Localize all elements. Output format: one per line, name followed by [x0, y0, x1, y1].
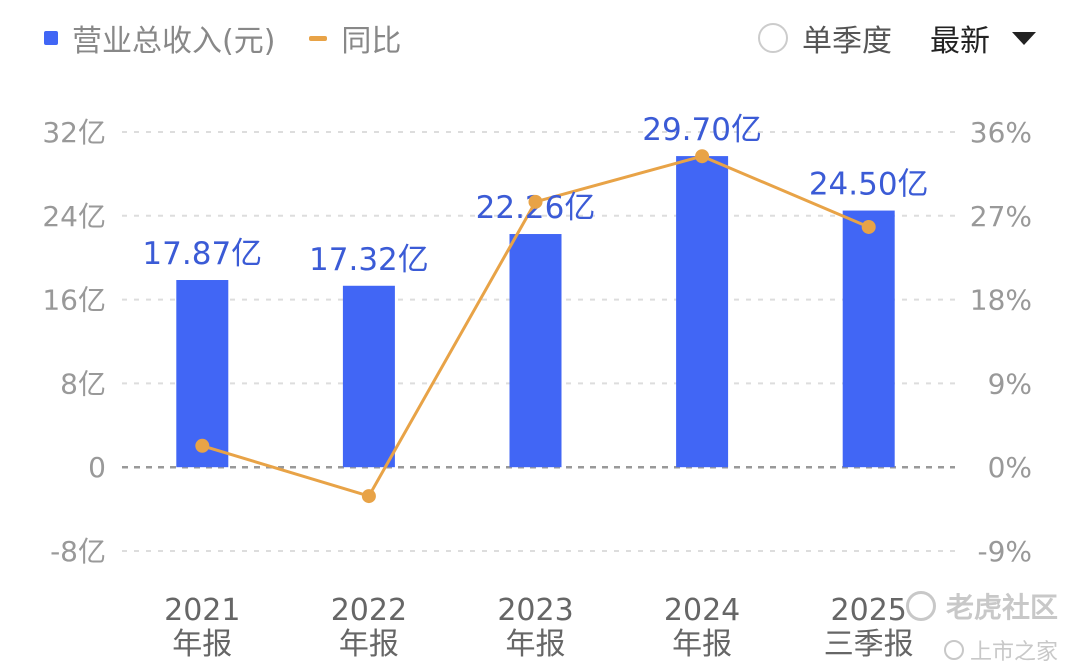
x-axis-year-label: 2024: [664, 593, 740, 628]
yoy-point: [195, 438, 210, 453]
single-quarter-radio[interactable]: 单季度: [758, 16, 892, 60]
revenue-bar: [676, 156, 729, 468]
right-axis-tick-label: -9%: [977, 535, 1032, 568]
period-dropdown[interactable]: 最新: [930, 16, 1036, 60]
legend-yoy-label: 同比: [341, 24, 402, 59]
right-axis-tick-label: 0%: [988, 451, 1032, 484]
left-axis-tick-label: -8亿: [50, 535, 106, 568]
bar-value-label: 24.50亿: [809, 167, 929, 203]
chevron-down-icon: [1012, 31, 1036, 45]
right-axis-tick-label: 18%: [970, 284, 1032, 317]
left-axis-tick-label: 16亿: [42, 284, 106, 317]
x-axis-period-label: 年报: [339, 627, 399, 662]
watermark-text: 老虎社区: [945, 591, 1058, 624]
radio-circle-icon[interactable]: [758, 23, 788, 53]
x-axis-period-label: 三季报: [824, 627, 914, 662]
yoy-point: [528, 194, 543, 209]
left-axis-tick-label: 24亿: [42, 200, 106, 233]
legend: 营业总收入(元) 同比: [44, 16, 435, 60]
period-dropdown-label: 最新: [930, 24, 990, 59]
right-axis-tick-label: 27%: [970, 200, 1032, 233]
x-axis-period-label: 年报: [672, 627, 732, 662]
yoy-point: [361, 489, 376, 504]
watermark: 老虎社区: [905, 586, 1058, 626]
single-quarter-label: 单季度: [802, 24, 892, 59]
left-axis-tick-label: 0: [88, 451, 106, 484]
revenue-bar: [509, 234, 562, 468]
revenue-bar: [842, 210, 895, 468]
watermark-secondary-text: 上市之家: [969, 640, 1058, 665]
yoy-point: [861, 219, 876, 234]
revenue-bar: [176, 280, 229, 468]
left-axis-tick-label: 8亿: [60, 367, 106, 400]
x-axis-year-label: 2023: [497, 593, 573, 628]
bar-value-label: 29.70亿: [642, 112, 762, 148]
right-axis-tick-label: 9%: [988, 367, 1032, 400]
x-axis-year-label: 2025: [831, 593, 907, 628]
legend-bar-swatch: [44, 31, 58, 45]
bar-value-label: 17.32亿: [309, 242, 429, 278]
watermark-secondary: 上市之家: [943, 634, 1058, 666]
yoy-point: [695, 149, 710, 164]
legend-line-swatch: [309, 35, 328, 41]
legend-item-yoy[interactable]: 同比: [309, 16, 401, 60]
x-axis-period-label: 年报: [506, 627, 566, 662]
legend-revenue-label: 营业总收入(元): [72, 24, 276, 59]
x-axis-period-label: 年报: [172, 627, 232, 662]
chart-controls: 单季度 最新: [758, 16, 1036, 60]
x-axis-year-label: 2021: [164, 593, 240, 628]
circle-logo-icon: [943, 640, 964, 660]
x-axis-year-label: 2022: [331, 593, 407, 628]
right-axis-tick-label: 36%: [970, 116, 1032, 149]
bar-value-label: 17.87亿: [142, 236, 262, 272]
left-axis-tick-label: 32亿: [42, 116, 106, 149]
revenue-bar: [342, 285, 395, 468]
paw-icon: [905, 591, 936, 621]
legend-item-revenue[interactable]: 营业总收入(元): [44, 16, 275, 60]
